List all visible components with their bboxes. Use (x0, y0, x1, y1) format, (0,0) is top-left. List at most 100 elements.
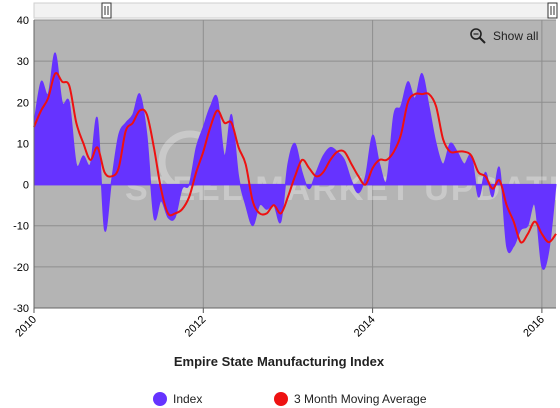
moving-average-point[interactable] (300, 158, 304, 162)
index-point[interactable] (230, 113, 234, 117)
moving-average-point[interactable] (321, 170, 325, 174)
moving-average-point[interactable] (512, 220, 516, 224)
moving-average-point[interactable] (420, 92, 424, 96)
moving-average-point[interactable] (533, 220, 537, 224)
moving-average-point[interactable] (483, 174, 487, 178)
index-point[interactable] (81, 154, 85, 158)
moving-average-point[interactable] (554, 232, 558, 236)
index-point[interactable] (60, 100, 64, 104)
moving-average-point[interactable] (413, 92, 417, 96)
moving-average-point[interactable] (110, 174, 114, 178)
index-point[interactable] (244, 203, 248, 207)
index-point[interactable] (392, 113, 396, 117)
index-point[interactable] (145, 133, 149, 137)
moving-average-point[interactable] (95, 146, 99, 150)
moving-average-point[interactable] (117, 166, 121, 170)
index-point[interactable] (533, 203, 537, 207)
moving-average-point[interactable] (258, 211, 262, 215)
index-point[interactable] (356, 191, 360, 195)
series-moving-average-line[interactable] (33, 71, 557, 244)
index-point[interactable] (349, 178, 353, 182)
moving-average-point[interactable] (455, 150, 459, 154)
moving-average-point[interactable] (187, 195, 191, 199)
moving-average-point[interactable] (476, 170, 480, 174)
moving-average-point[interactable] (159, 187, 163, 191)
moving-average-point[interactable] (194, 170, 198, 174)
navigator-left-handle[interactable] (101, 2, 112, 19)
index-point[interactable] (251, 224, 255, 228)
moving-average-point[interactable] (385, 158, 389, 162)
index-point[interactable] (293, 141, 297, 145)
moving-average-point[interactable] (434, 104, 438, 108)
moving-average-point[interactable] (81, 141, 85, 145)
index-point[interactable] (505, 244, 509, 248)
moving-average-point[interactable] (364, 183, 368, 187)
index-point[interactable] (406, 80, 410, 84)
moving-average-point[interactable] (505, 203, 509, 207)
moving-average-point[interactable] (53, 71, 57, 75)
index-point[interactable] (117, 133, 121, 137)
moving-average-point[interactable] (519, 240, 523, 244)
index-point[interactable] (476, 195, 480, 199)
index-point[interactable] (427, 104, 431, 108)
index-point[interactable] (159, 199, 163, 203)
index-point[interactable] (328, 146, 332, 150)
index-point[interactable] (138, 92, 142, 96)
index-point[interactable] (441, 162, 445, 166)
index-point[interactable] (307, 187, 311, 191)
index-point[interactable] (180, 187, 184, 191)
index-point[interactable] (88, 162, 92, 166)
index-point[interactable] (103, 228, 107, 232)
moving-average-point[interactable] (152, 146, 156, 150)
moving-average-point[interactable] (491, 187, 495, 191)
moving-average-point[interactable] (215, 109, 219, 113)
index-point[interactable] (95, 117, 99, 121)
moving-average-point[interactable] (469, 154, 473, 158)
moving-average-point[interactable] (39, 109, 43, 113)
moving-average-point[interactable] (371, 166, 375, 170)
index-point[interactable] (547, 248, 551, 252)
index-point[interactable] (131, 113, 135, 117)
moving-average-point[interactable] (244, 162, 248, 166)
index-point[interactable] (314, 170, 318, 174)
moving-average-point[interactable] (279, 211, 283, 215)
index-point[interactable] (483, 170, 487, 174)
index-point[interactable] (286, 162, 290, 166)
index-point[interactable] (321, 154, 325, 158)
index-point[interactable] (420, 71, 424, 75)
moving-average-point[interactable] (67, 84, 71, 88)
moving-average-point[interactable] (145, 113, 149, 117)
moving-average-point[interactable] (237, 146, 241, 150)
index-point[interactable] (519, 228, 523, 232)
moving-average-point[interactable] (124, 129, 128, 133)
moving-average-point[interactable] (201, 150, 205, 154)
index-point[interactable] (434, 141, 438, 145)
index-point[interactable] (399, 104, 403, 108)
moving-average-point[interactable] (307, 166, 311, 170)
moving-average-point[interactable] (46, 96, 50, 100)
moving-average-point[interactable] (462, 150, 466, 154)
legend-item-moving-average[interactable]: 3 Month Moving Average (274, 392, 427, 406)
index-point[interactable] (342, 158, 346, 162)
moving-average-point[interactable] (392, 150, 396, 154)
moving-average-point[interactable] (498, 178, 502, 182)
index-point[interactable] (385, 178, 389, 182)
moving-average-point[interactable] (335, 150, 339, 154)
index-point[interactable] (222, 154, 226, 158)
index-point[interactable] (39, 80, 43, 84)
moving-average-point[interactable] (314, 174, 318, 178)
moving-average-point[interactable] (272, 203, 276, 207)
navigator-right-handle[interactable] (547, 2, 558, 19)
moving-average-point[interactable] (406, 100, 410, 104)
moving-average-point[interactable] (180, 207, 184, 211)
index-point[interactable] (53, 51, 57, 55)
index-point[interactable] (67, 100, 71, 104)
index-point[interactable] (110, 178, 114, 182)
moving-average-point[interactable] (74, 121, 78, 125)
moving-average-point[interactable] (378, 158, 382, 162)
index-point[interactable] (448, 141, 452, 145)
index-point[interactable] (462, 162, 466, 166)
index-point[interactable] (279, 220, 283, 224)
index-point[interactable] (413, 96, 417, 100)
index-point[interactable] (208, 104, 212, 108)
